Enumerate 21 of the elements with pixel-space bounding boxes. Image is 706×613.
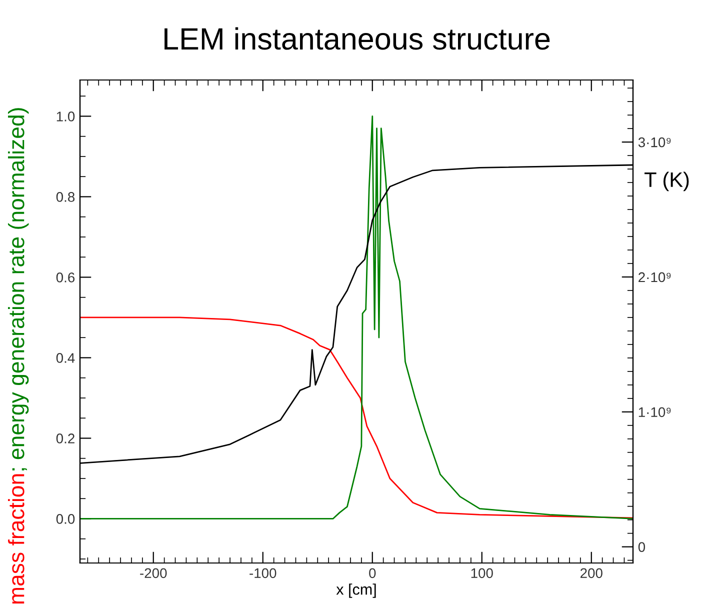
y2-tick-label: 0 — [638, 542, 646, 552]
x-tick-label: 0 — [369, 568, 376, 578]
y2-axis-title: T (K) — [644, 172, 689, 192]
y-tick-label: 0.2 — [56, 434, 74, 444]
y-tick-label: 0.0 — [56, 514, 75, 524]
x-tick-label: -100 — [250, 568, 276, 578]
line-series — [80, 316, 633, 519]
y-tick-label: 0.6 — [56, 272, 75, 282]
chart-title: LEM instantaneous structure — [164, 27, 550, 50]
x-tick-label: 200 — [580, 568, 602, 578]
y2-tick-label: 1·10⁹ — [638, 407, 671, 418]
y2-tick-label: 2·10⁹ — [638, 272, 671, 282]
line-series — [80, 116, 633, 520]
x-tick-label: 100 — [471, 568, 493, 578]
y-tick-label: 0.4 — [56, 353, 75, 363]
y-tick-label: 0.8 — [56, 192, 75, 202]
x-axis-title: x [cm] — [336, 584, 376, 598]
y-axis-title: mass fraction; energy generation rate (normalized) — [8, 108, 29, 604]
x-tick-label: -200 — [140, 568, 167, 578]
y-tick-label: 1.0 — [56, 112, 75, 122]
y2-tick-label: 3·10⁹ — [638, 137, 671, 148]
